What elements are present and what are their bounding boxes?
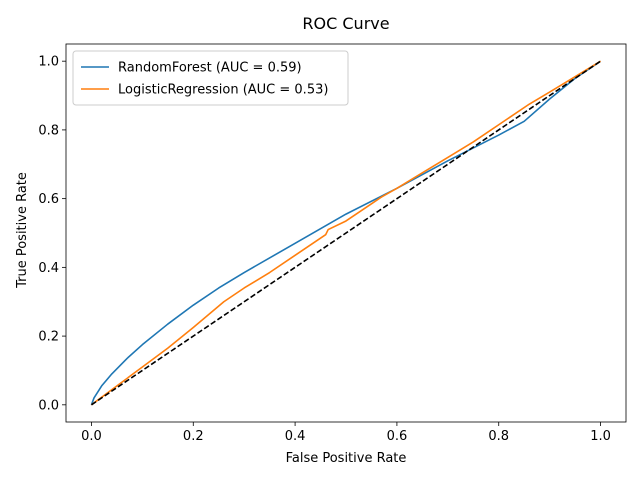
y-tick-label: 0.6 — [38, 192, 59, 207]
legend-entry: RandomForest (AUC = 0.59) — [118, 61, 302, 76]
x-tick-label: 0.6 — [387, 429, 408, 444]
plot-area: 0.0 0.2 0.4 0.6 0.8 1.0 0.0 0.2 0.4 0.6 0.8 1.0 Rand… — [38, 43, 627, 444]
x-axis-label: False Positive Rate — [286, 451, 407, 466]
y-tick-label: 0.0 — [38, 398, 59, 413]
y-tick-label: 0.8 — [38, 123, 59, 138]
y-tick-label: 0.4 — [38, 261, 59, 276]
x-tick-label: 0.2 — [183, 429, 204, 444]
chart-title: ROC Curve — [302, 14, 389, 33]
legend-box — [72, 50, 349, 106]
x-tick-label: 0.4 — [285, 429, 306, 444]
legend-entry: LogisticRegression (AUC = 0.53) — [118, 83, 328, 98]
x-tick-label: 0.0 — [81, 429, 102, 444]
series-line-randomforest — [90, 60, 601, 406]
y-axis-label: True Positive Rate — [15, 172, 30, 289]
series-line-logisticregression — [90, 60, 601, 406]
chance-diagonal-line — [91, 60, 601, 406]
y-tick-label: 0.2 — [38, 330, 59, 345]
y-tick-label: 1.0 — [38, 55, 59, 70]
x-tick-label: 0.8 — [488, 429, 509, 444]
x-tick-label: 1.0 — [590, 429, 611, 444]
axes-frame — [65, 43, 627, 423]
